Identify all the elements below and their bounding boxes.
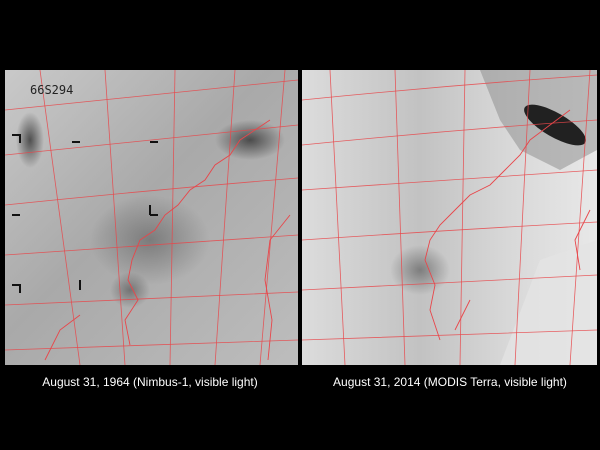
caption: August 31, 2014 (MODIS Terra, visible li… xyxy=(333,375,567,389)
film-label: 66S294 xyxy=(30,83,73,97)
caption: August 31, 1964 (Nimbus-1, visible light… xyxy=(42,375,257,389)
satellite-image-1964: 66S294 xyxy=(5,70,298,365)
satellite-image-2014 xyxy=(302,70,597,365)
